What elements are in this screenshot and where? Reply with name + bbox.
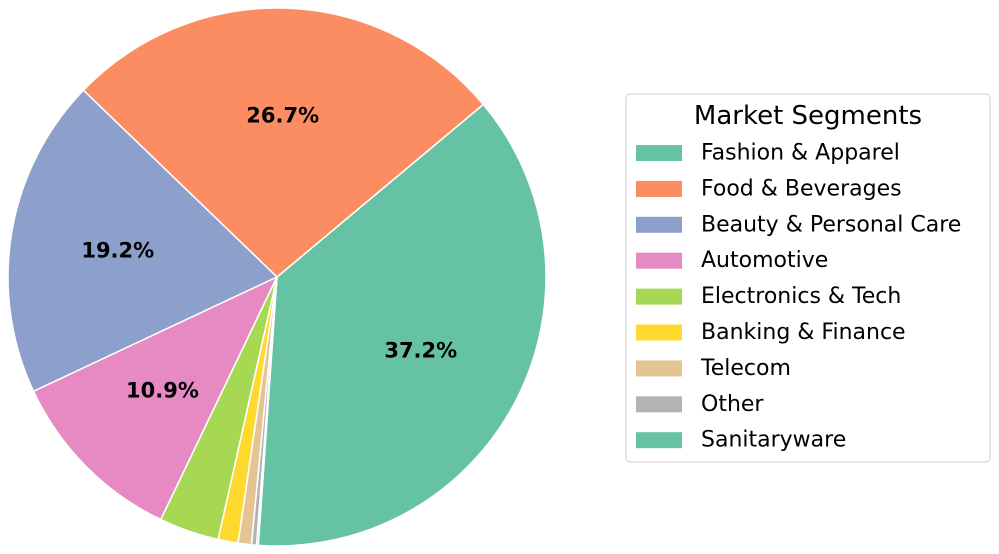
legend-label: Automotive (701, 248, 828, 273)
legend-item-beauty-and-personal-care: Beauty & Personal Care (636, 212, 961, 237)
legend-swatch (636, 432, 682, 449)
legend-label: Electronics & Tech (701, 284, 901, 309)
legend-label: Banking & Finance (701, 320, 906, 345)
legend-item-sanitaryware: Sanitaryware (636, 428, 846, 453)
slice-label-food-and-beverages: 26.7% (246, 104, 319, 128)
legend-entries: Fashion & Apparel Food & Beverages Beauty … (636, 141, 961, 453)
legend-frame (625, 93, 991, 463)
legend-swatch (636, 145, 682, 161)
legend-swatch (636, 216, 682, 233)
legend-swatch (636, 360, 682, 377)
legend-swatch (636, 252, 682, 269)
legend-item-telecom: Telecom (636, 356, 791, 381)
pie-slices (7, 7, 547, 547)
legend-item-other: Other (636, 392, 764, 417)
legend-swatch (636, 324, 682, 341)
slice-label-fashion-and-apparel: 37.2% (384, 338, 457, 362)
legend-label: Food & Beverages (701, 176, 902, 201)
legend-item-fashion-and-apparel: Fashion & Apparel (636, 141, 900, 166)
slice-label-beauty-and-personal-care: 19.2% (81, 239, 154, 263)
pie-slice-fashion-and-apparel (257, 103, 547, 547)
pie-slice-food-and-beverages (82, 7, 485, 278)
legend-label: Fashion & Apparel (701, 141, 900, 166)
legend-label: Sanitaryware (701, 428, 846, 453)
legend-label: Beauty & Personal Care (701, 212, 961, 237)
pie-slice-beauty-and-personal-care (7, 89, 278, 393)
legend-item-electronics-and-tech: Electronics & Tech (636, 284, 901, 309)
legend-item-automotive: Automotive (636, 248, 828, 273)
legend-item-food-and-beverages: Food & Beverages (636, 176, 902, 201)
legend-label: Telecom (700, 356, 791, 381)
legend-swatch (636, 396, 682, 413)
pie-slice-sanitaryware (255, 276, 278, 547)
pie-labels: 37.2% 26.7% 19.2% 10.9% (81, 104, 457, 403)
legend-title: Market Segments (694, 101, 922, 131)
legend-swatch (636, 288, 682, 305)
legend-label: Other (701, 392, 764, 417)
legend-swatch (636, 180, 682, 197)
pie-slice-automotive (32, 276, 278, 521)
legend-item-banking-and-finance: Banking & Finance (636, 320, 906, 345)
slice-label-automotive: 10.9% (126, 379, 199, 403)
legend: Market Segments Fashion & Apparel Food & … (625, 93, 991, 463)
